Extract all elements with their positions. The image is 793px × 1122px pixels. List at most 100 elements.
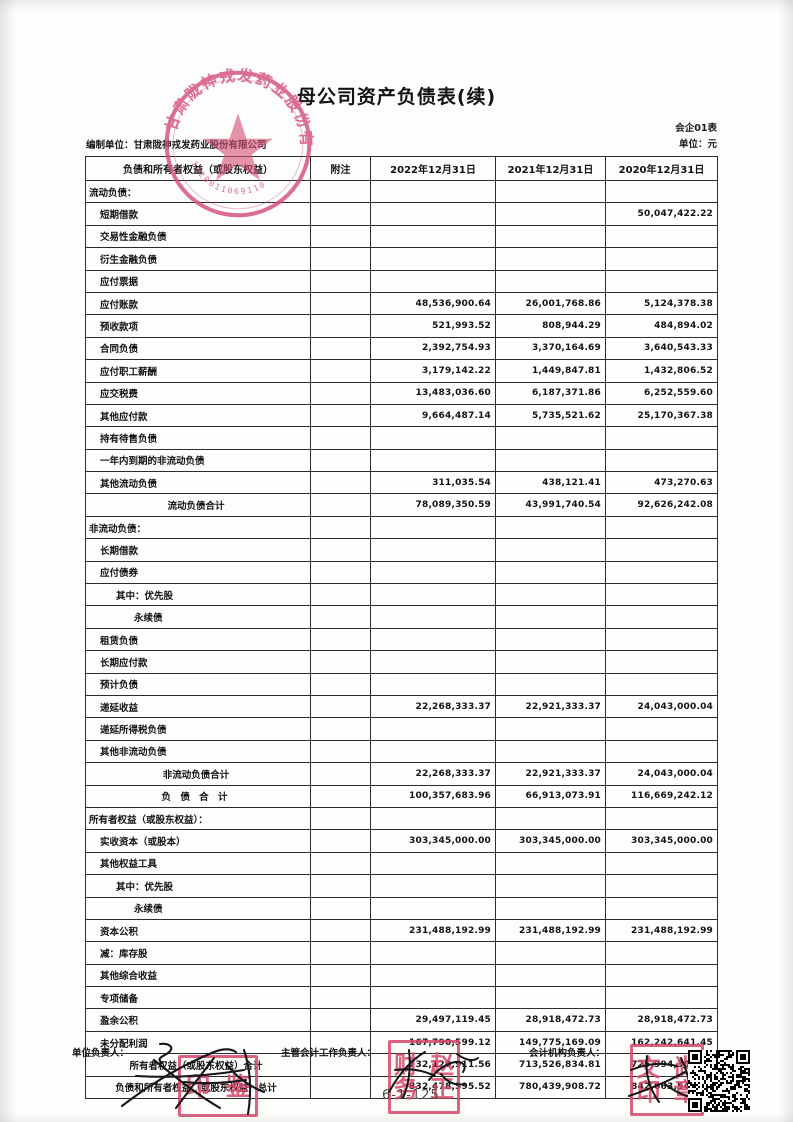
row-label: 租赁负债 (85, 627, 311, 652)
row-label: 持有待售负债 (85, 426, 311, 450)
signatory-label-accounting-org-head: 会计机构负责人： (529, 1048, 606, 1059)
row-value-year3 (605, 247, 718, 271)
row-value-year2: 780,439,908.72 (495, 1075, 606, 1100)
row-value-year2 (495, 672, 606, 696)
table-row: 实收资本（或股本） 303,345,000.00 303,345,000.00 303… (85, 829, 718, 853)
row-note (310, 359, 371, 383)
row-note (310, 269, 371, 293)
row-label: 短期借款 (85, 202, 311, 226)
row-value-year1 (370, 650, 496, 674)
row-note (310, 650, 371, 674)
row-note (310, 426, 371, 450)
row-note (310, 381, 371, 405)
row-note (310, 1008, 371, 1032)
row-value-year2 (495, 896, 606, 920)
unit-label: 单位：元 (678, 139, 717, 150)
row-value-year3 (605, 717, 718, 741)
row-value-year2: 28,918,472.73 (495, 1008, 606, 1032)
row-value-year3: 6,252,559.60 (605, 381, 718, 405)
row-note (310, 762, 371, 786)
table-row: 租赁负债 (85, 627, 718, 652)
row-value-year1 (370, 986, 496, 1010)
row-note (310, 471, 371, 495)
row-value-year3: 24,043,000.04 (605, 694, 718, 719)
row-value-year2: 231,488,192.99 (495, 918, 606, 943)
row-label: 非流动负债合计 (85, 762, 311, 786)
qr-code-icon (688, 1050, 750, 1112)
row-value-year3: 50,047,422.22 (605, 202, 718, 226)
table-row: 应付票据 (85, 269, 718, 293)
row-label: 专项储备 (85, 986, 311, 1010)
row-value-year3 (605, 560, 718, 585)
row-value-year3 (605, 583, 718, 607)
table-row: 减：库存股 (85, 941, 718, 965)
table-row: 预计负债 (85, 672, 718, 696)
row-value-year3 (605, 538, 718, 562)
row-value-year3 (605, 896, 718, 920)
table-row: 其他权益工具 (85, 851, 718, 876)
row-note (310, 515, 371, 540)
row-note (310, 784, 371, 808)
row-note (310, 538, 371, 562)
signatory-label-entity-head: 单位负责人： (72, 1048, 130, 1059)
table-row: 流动负债合计 78,089,350.59 43,991,740.54 92,626,2… (85, 493, 718, 517)
row-label: 所有者权益（或股东权益）： (85, 806, 311, 831)
row-note (310, 583, 371, 607)
row-label: 递延所得税负债 (85, 717, 311, 741)
row-note (310, 336, 371, 361)
row-value-year3 (605, 179, 718, 204)
row-label: 应付职工薪酬 (85, 359, 311, 383)
row-value-year2: 5,735,521.62 (495, 403, 606, 428)
table-row: 永续债 (85, 896, 718, 920)
row-value-year2: 303,345,000.00 (495, 829, 606, 853)
row-value-year1 (370, 739, 496, 764)
form-meta: 会企01表 单位：元 (675, 121, 717, 153)
row-value-year1 (370, 515, 496, 540)
row-label: 应付票据 (85, 269, 311, 293)
row-label: 资本公积 (85, 918, 311, 943)
row-value-year3 (605, 605, 718, 629)
row-value-year1 (370, 672, 496, 696)
row-value-year1 (370, 851, 496, 876)
table-row: 应付账款 48,536,900.64 26,001,768.86 5,124,378.… (85, 291, 718, 316)
form-code: 会企01表 (675, 123, 717, 134)
row-value-year2: 808,944.29 (495, 314, 606, 338)
row-label: 实收资本（或股本） (85, 829, 311, 853)
row-value-year3 (605, 448, 718, 473)
row-value-year1 (370, 179, 496, 204)
row-label: 其中：优先股 (85, 874, 311, 898)
row-note (310, 627, 371, 652)
row-value-year2 (495, 650, 606, 674)
row-note (310, 224, 371, 249)
row-value-year2 (495, 247, 606, 271)
table-row: 其他应付款 9,664,487.14 5,735,521.62 25,170,367.… (85, 403, 718, 428)
row-label: 合同负债 (85, 336, 311, 361)
row-note (310, 717, 371, 741)
row-note (310, 247, 371, 271)
row-value-year3: 3,640,543.33 (605, 336, 718, 361)
table-row: 专项储备 (85, 986, 718, 1010)
row-label: 流动负债合计 (85, 493, 311, 517)
row-value-year2 (495, 986, 606, 1010)
row-value-year3 (605, 941, 718, 965)
table-row: 合同负债 2,392,754.93 3,370,164.69 3,640,543.33 (85, 336, 718, 361)
table-row: 非流动负债合计 22,268,333.37 22,921,333.37 24,043,… (85, 762, 718, 786)
row-value-year1 (370, 874, 496, 898)
row-value-year2: 22,921,333.37 (495, 694, 606, 719)
row-note (310, 941, 371, 965)
table-row: 资本公积 231,488,192.99 231,488,192.99 231,488,… (85, 918, 718, 943)
table-body: 负债和所有者权益（或股东权益） 附注 2022年12月31日 2021年12月3… (85, 156, 718, 1100)
table-row: 长期借款 (85, 538, 718, 562)
row-value-year2 (495, 224, 606, 249)
row-note (310, 739, 371, 764)
row-note (310, 672, 371, 696)
row-value-year2 (495, 448, 606, 473)
row-value-year1: 22,268,333.37 (370, 762, 496, 786)
row-value-year2 (495, 560, 606, 585)
row-value-year1: 3,179,142.22 (370, 359, 496, 383)
row-value-year3 (605, 672, 718, 696)
table-row: 其中：优先股 (85, 583, 718, 607)
row-value-year3 (605, 874, 718, 898)
header-item: 负债和所有者权益（或股东权益） (85, 156, 311, 181)
row-value-year1: 311,035.54 (370, 471, 496, 495)
